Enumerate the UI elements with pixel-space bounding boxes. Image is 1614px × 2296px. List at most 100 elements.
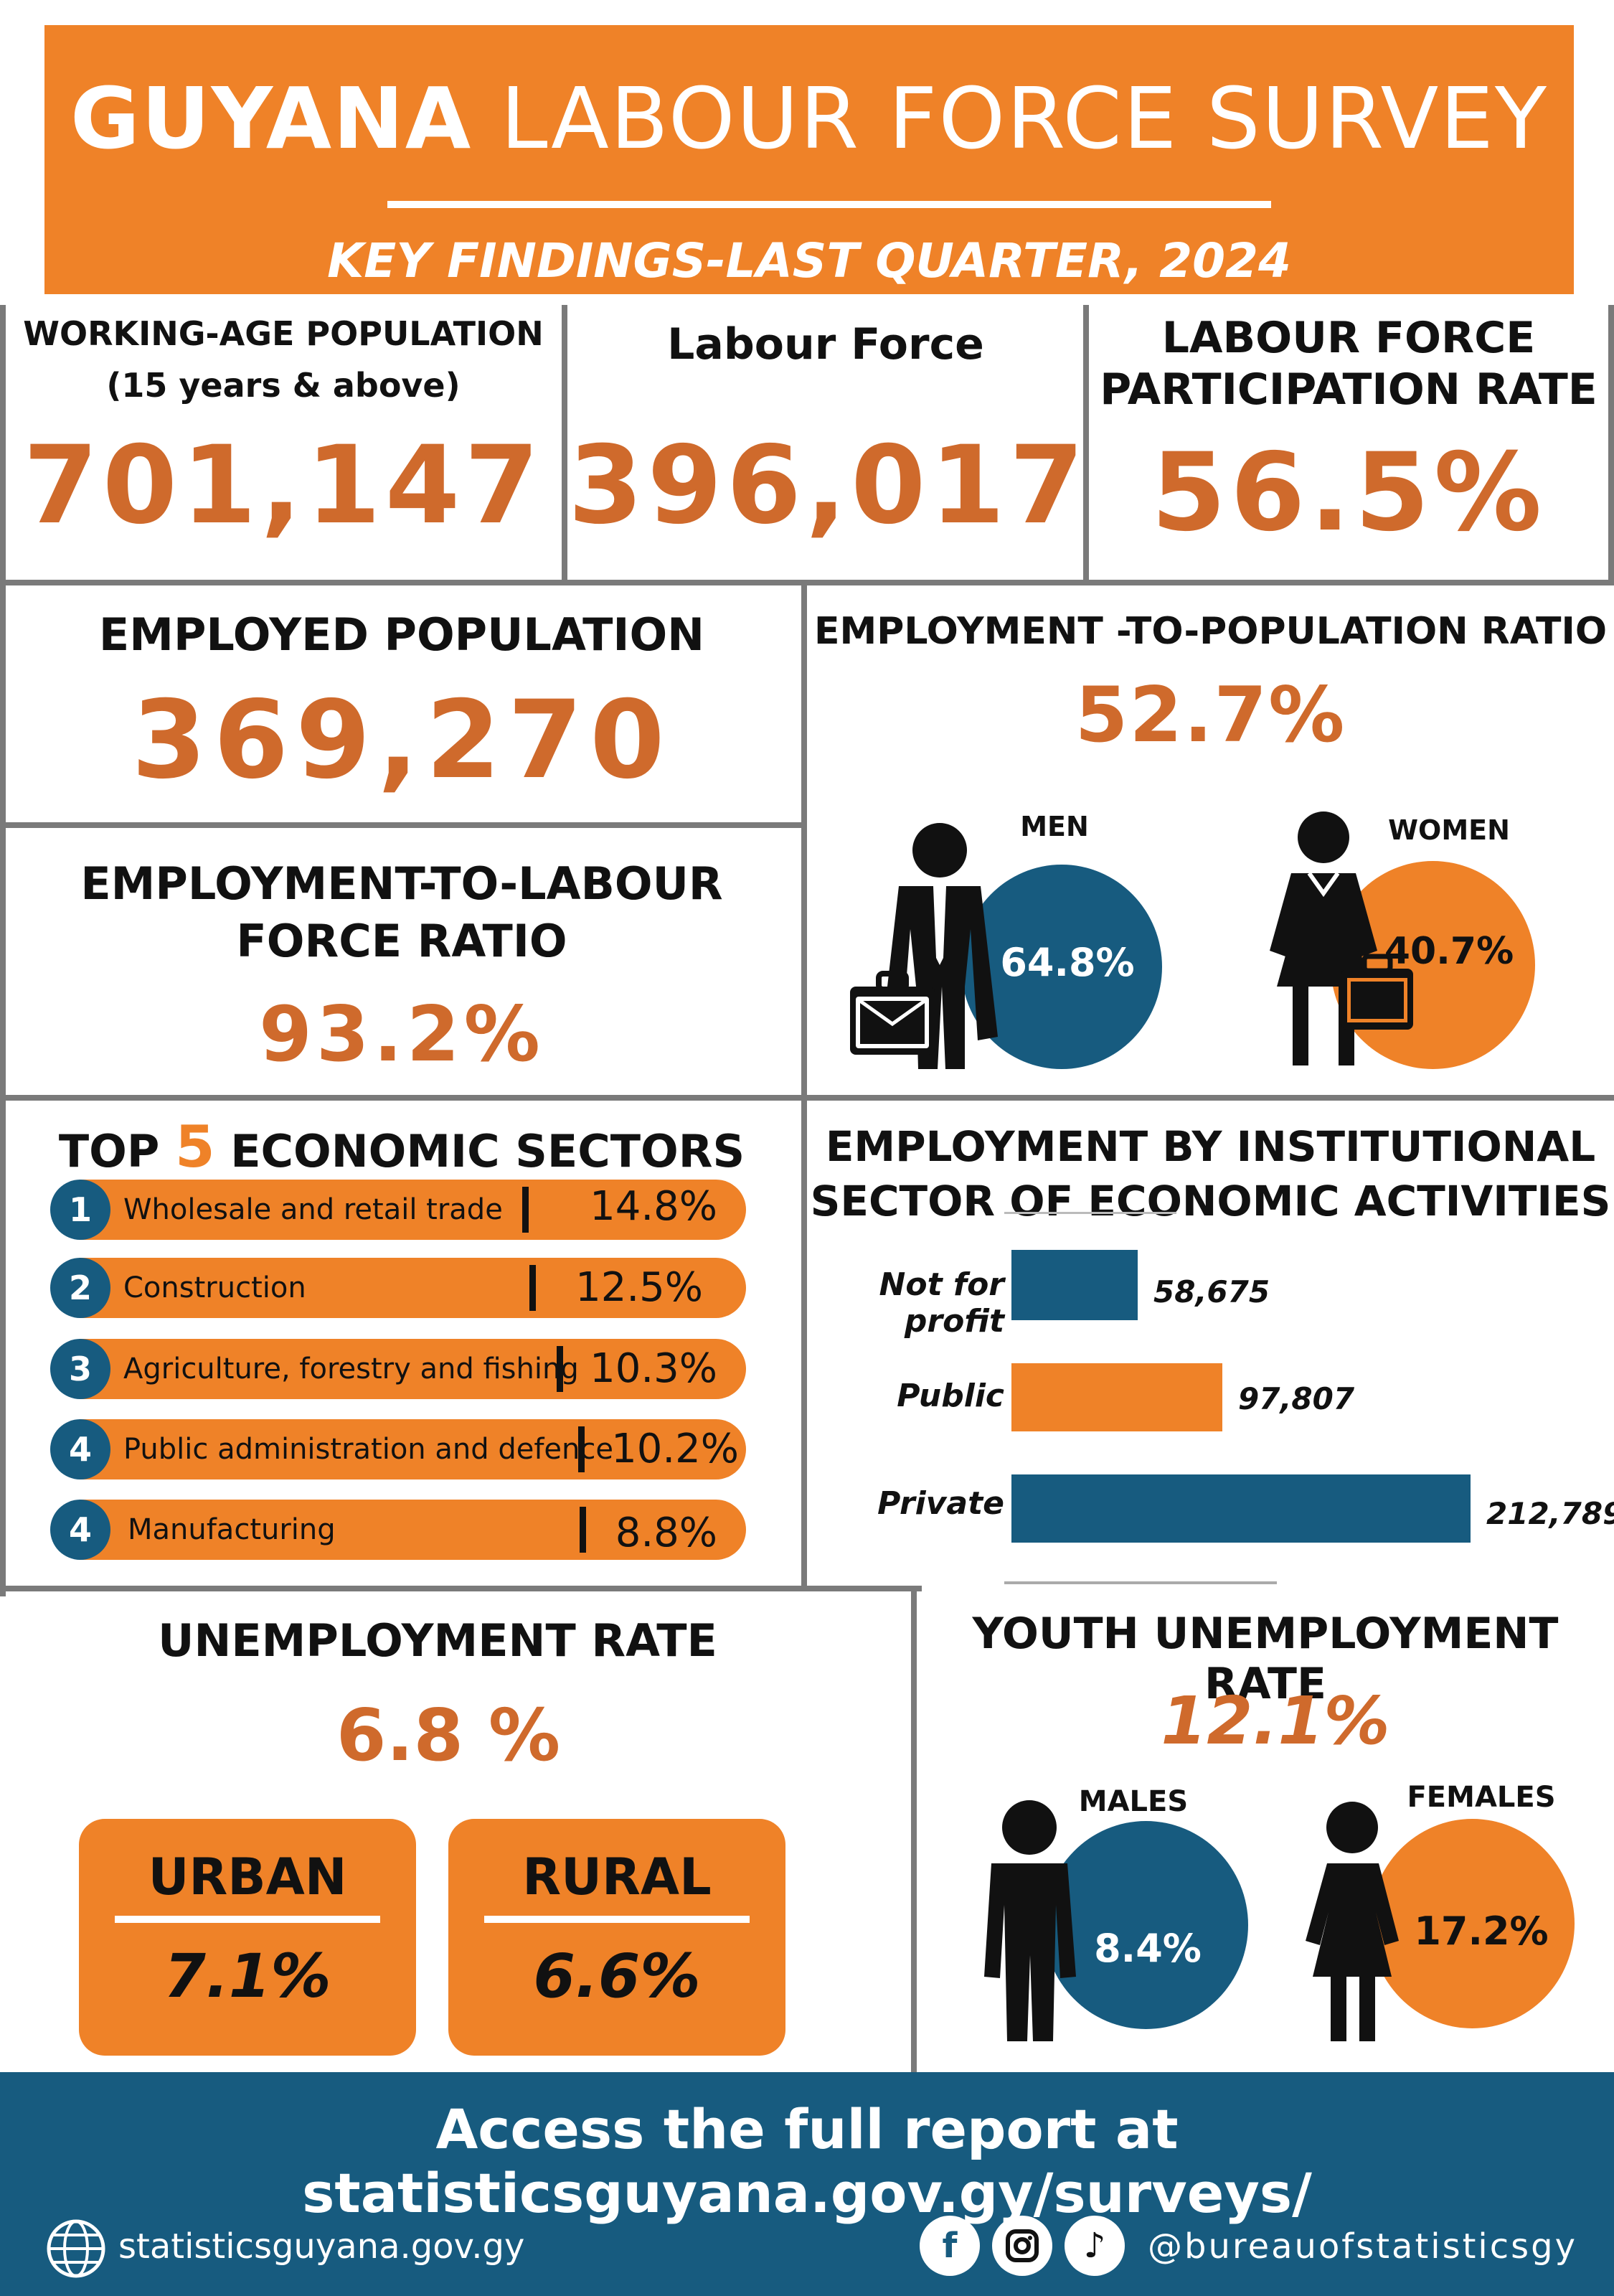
male-figure-icon xyxy=(984,1800,1076,2041)
urban-value: 7.1% xyxy=(164,1941,331,2011)
sector-bar xyxy=(79,1180,746,1240)
divider xyxy=(911,1586,917,2074)
males-circle xyxy=(1044,1821,1248,2029)
inst-bar-private xyxy=(1011,1474,1471,1543)
sector-name: Wholesale and retail trade xyxy=(123,1193,503,1226)
sector-tick xyxy=(529,1265,536,1311)
inst-value: 97,807 xyxy=(1238,1381,1355,1416)
sector-name: Agriculture, forestry and fishing xyxy=(123,1352,579,1385)
sector-value: 12.5% xyxy=(575,1264,703,1311)
sector-name: Construction xyxy=(123,1271,306,1304)
divider xyxy=(0,822,803,828)
working-age-label: WORKING-AGE POPULATION (15 years & above… xyxy=(7,314,560,405)
participation-label-line2: PARTICIPATION RATE xyxy=(1100,364,1598,415)
inst-label: Private xyxy=(877,1485,1004,1522)
inst-value: 212,789 xyxy=(1486,1496,1614,1531)
labour-force-value: 396,017 xyxy=(568,423,1089,548)
females-value: 17.2% xyxy=(1414,1909,1549,1954)
emp-labour-ratio-label-line2: FORCE RATIO xyxy=(236,915,567,967)
urban-divider xyxy=(115,1916,380,1923)
sector-value: 8.8% xyxy=(615,1510,717,1556)
sector-bar xyxy=(79,1500,746,1560)
report-link-text[interactable]: Access the full report at statisticsguya… xyxy=(302,2097,1312,2225)
inst-bar-public xyxy=(1011,1363,1222,1431)
males-value: 8.4% xyxy=(1094,1926,1202,1971)
footer: Access the full report at statisticsguya… xyxy=(0,2072,1614,2296)
sector-rank: 4 xyxy=(50,1419,110,1479)
working-age-label-line1: WORKING-AGE POPULATION xyxy=(23,314,544,353)
divider xyxy=(1004,1581,1277,1584)
sector-rank: 2 xyxy=(50,1258,110,1318)
working-age-value: 701,147 xyxy=(23,423,544,548)
labour-force-label: Labour Force xyxy=(667,319,984,370)
sector-bar xyxy=(79,1419,746,1479)
sector-tick xyxy=(522,1187,529,1233)
title-bold: GUYANA xyxy=(70,69,473,168)
sector-tick xyxy=(557,1346,563,1392)
urban-label: URBAN xyxy=(148,1848,347,1906)
header-divider xyxy=(387,201,1271,208)
emp-pop-ratio-value: 52.7% xyxy=(1075,671,1346,759)
institutional-title-line2: SECTOR OF ECONOMIC ACTIVITIES xyxy=(810,1177,1611,1225)
rural-value: 6.6% xyxy=(533,1941,701,2011)
globe-icon xyxy=(47,2219,105,2278)
unemployment-value: 6.8 % xyxy=(336,1693,561,1777)
sector-bar xyxy=(79,1339,746,1399)
working-age-label-line2: (15 years & above) xyxy=(106,366,461,405)
page-subtitle: KEY FINDINGS-LAST QUARTER, 2024 xyxy=(327,233,1291,288)
participation-value: 56.5% xyxy=(1151,430,1547,555)
facebook-icon[interactable]: f xyxy=(920,2216,980,2276)
females-label: FEMALES xyxy=(1407,1781,1556,1814)
rural-label: RURAL xyxy=(522,1848,712,1906)
employed-label: EMPLOYED POPULATION xyxy=(98,608,705,661)
businesswoman-icon xyxy=(1270,811,1413,1065)
sector-value: 10.2% xyxy=(611,1426,739,1472)
title-rest: LABOUR FORCE SURVEY xyxy=(500,69,1549,168)
divider xyxy=(0,1586,922,1591)
institutional-title: EMPLOYMENT BY INSTITUTIONAL SECTOR OF EC… xyxy=(807,1119,1614,1228)
sector-rank: 4 xyxy=(50,1500,110,1560)
females-circle xyxy=(1370,1819,1575,2028)
emp-labour-ratio-value: 93.2% xyxy=(259,990,544,1078)
males-label: MALES xyxy=(1078,1785,1189,1818)
page-title: GUYANA LABOUR FORCE SURVEY xyxy=(44,68,1574,169)
sector-bar xyxy=(79,1258,746,1318)
sector-tick xyxy=(580,1507,586,1553)
divider xyxy=(801,580,807,1591)
inst-label: Not for profit xyxy=(879,1266,1004,1340)
unemployment-label: UNEMPLOYMENT RATE xyxy=(158,1614,717,1667)
participation-label: LABOUR FORCE PARTICIPATION RATE xyxy=(1089,312,1608,415)
emp-labour-ratio-label-line1: EMPLOYMENT-TO-LABOUR xyxy=(80,857,723,910)
instagram-icon[interactable] xyxy=(992,2216,1052,2276)
website-link[interactable]: statisticsguyana.gov.gy xyxy=(118,2226,525,2267)
emp-labour-ratio-label: EMPLOYMENT-TO-LABOUR FORCE RATIO xyxy=(7,855,796,970)
divider xyxy=(0,1095,1614,1101)
sector-value: 10.3% xyxy=(590,1345,717,1392)
youth-label: YOUTH UNEMPLOYMENT RATE xyxy=(972,1609,1559,1709)
sectors-title-num: 5 xyxy=(174,1114,215,1180)
sectors-title: TOP 5 ECONOMIC SECTORS xyxy=(7,1114,796,1180)
female-figure-icon xyxy=(1306,1802,1399,2041)
sector-rank: 1 xyxy=(50,1180,110,1240)
women-value: 40.7% xyxy=(1384,930,1514,973)
divider xyxy=(0,305,6,1596)
divider xyxy=(0,580,1614,585)
rural-divider xyxy=(484,1916,750,1923)
social-handle[interactable]: @bureauofstatisticsgy xyxy=(1148,2226,1578,2267)
sectors-title-post: ECONOMIC SECTORS xyxy=(230,1125,745,1177)
men-value: 64.8% xyxy=(1000,940,1135,985)
men-label: MEN xyxy=(1020,811,1089,842)
tiktok-icon[interactable]: ♪ xyxy=(1065,2216,1125,2276)
sector-value: 14.8% xyxy=(590,1183,717,1230)
divider xyxy=(562,305,567,581)
institutional-title-line1: EMPLOYMENT BY INSTITUTIONAL xyxy=(825,1122,1596,1171)
divider xyxy=(1608,305,1614,581)
inst-label: Public xyxy=(897,1378,1004,1414)
emp-pop-ratio-label: EMPLOYMENT -TO-POPULATION RATIO xyxy=(813,610,1608,653)
inst-bar-not-for-profit xyxy=(1011,1250,1138,1320)
sector-name: Manufacturing xyxy=(128,1513,336,1546)
divider xyxy=(1004,1212,1176,1214)
header-banner: GUYANA LABOUR FORCE SURVEY KEY FINDINGS-… xyxy=(44,25,1574,294)
divider xyxy=(1083,305,1089,581)
participation-label-line1: LABOUR FORCE xyxy=(1161,313,1536,363)
